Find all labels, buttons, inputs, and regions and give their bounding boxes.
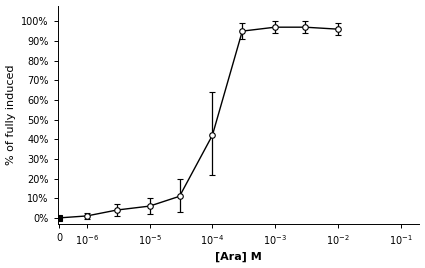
- Y-axis label: % of fully induced: % of fully induced: [6, 64, 16, 165]
- X-axis label: [Ara] M: [Ara] M: [215, 252, 262, 262]
